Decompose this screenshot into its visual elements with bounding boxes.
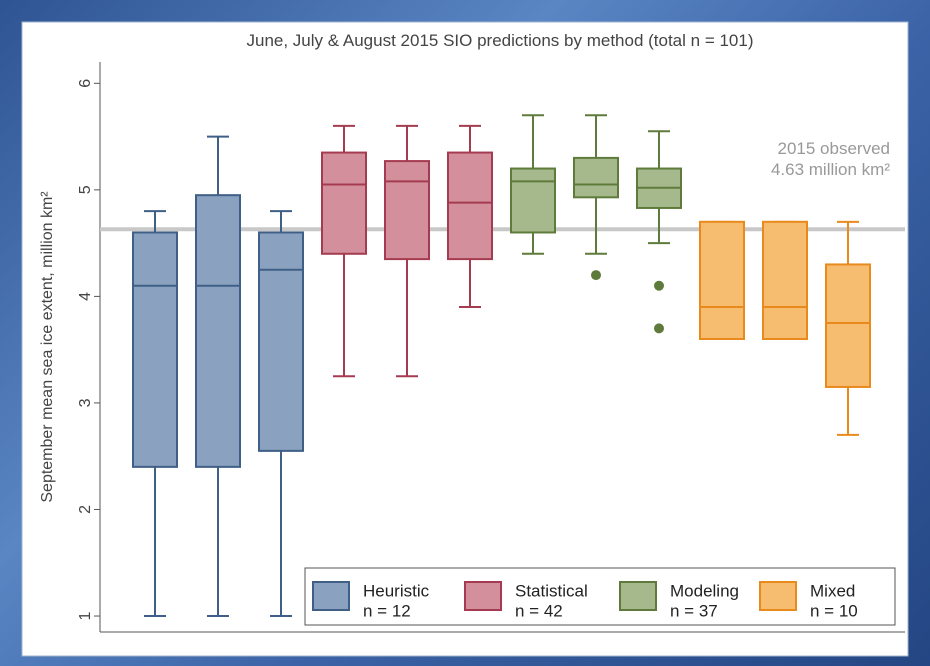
box [321, 151, 367, 255]
legend-note: n = 37 [670, 601, 718, 620]
y-tick-label: 1 [77, 611, 94, 620]
y-tick-label: 2 [77, 505, 94, 514]
outlier [591, 270, 601, 281]
y-axis-label: September mean sea ice extent, million k… [39, 191, 56, 503]
legend-label: Statistical [515, 581, 588, 600]
legend-swatch [464, 581, 502, 611]
y-tick-label: 6 [77, 79, 94, 88]
box [510, 167, 556, 234]
box [132, 231, 178, 468]
legend-swatch [619, 581, 657, 611]
legend-label: Mixed [810, 581, 855, 600]
outlier [654, 280, 664, 291]
box [573, 156, 619, 199]
y-tick-label: 3 [77, 398, 94, 407]
y-tick-label: 5 [77, 185, 94, 194]
outlier [654, 323, 664, 334]
box [258, 231, 304, 452]
legend-label: Heuristic [363, 581, 430, 600]
box [825, 263, 871, 388]
box [699, 220, 745, 341]
legend-label: Modeling [670, 581, 739, 600]
reference-label: 2015 observed [778, 139, 890, 158]
box [384, 160, 430, 261]
y-tick-label: 4 [77, 292, 94, 301]
box [195, 194, 241, 468]
legend-note: n = 12 [363, 601, 411, 620]
box [447, 151, 493, 261]
box [762, 220, 808, 341]
legend-note: n = 42 [515, 601, 563, 620]
legend-swatch [759, 581, 797, 611]
reference-label: 4.63 million km² [771, 160, 890, 179]
legend-note: n = 10 [810, 601, 858, 620]
legend-swatch [312, 581, 350, 611]
chart-title: June, July & August 2015 SIO predictions… [247, 31, 754, 50]
